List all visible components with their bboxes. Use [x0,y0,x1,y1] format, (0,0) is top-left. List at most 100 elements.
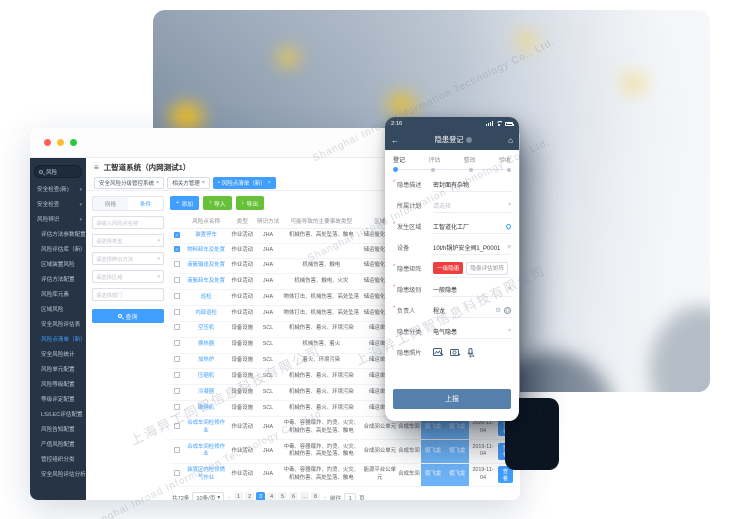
add-button[interactable]: + 添加 [170,196,199,210]
risk-name-link[interactable]: 冷凝器 [183,384,229,402]
close-icon[interactable]: × [267,180,271,186]
hazard-level-button[interactable]: 一级隐患 [433,262,464,274]
back-icon[interactable]: ← [391,135,399,145]
risk-name-link[interactable]: 换热器 [183,337,229,354]
sidebar-item[interactable]: 评估方法参数配置 [30,228,86,243]
sidebar-item[interactable]: 风险评估库（新） [30,243,86,258]
step-label[interactable]: 验收 [498,158,511,164]
search-button[interactable]: 查询 [92,309,164,323]
field-value[interactable] [433,346,511,360]
goto-page-input[interactable]: 1 [344,492,357,500]
field-value[interactable]: 一般隐患 ▾ [433,283,511,297]
risk-name-link[interactable]: 巡检 [183,289,229,307]
maximize-window-dot[interactable] [70,139,77,146]
risk-name-link[interactable]: 空压机 [183,321,229,338]
menu-icon[interactable]: ≡ [94,162,99,172]
page-number[interactable]: 2 [245,492,255,500]
row-checkbox[interactable] [173,308,180,315]
sidebar-item[interactable]: 等级评定配置 [30,393,86,408]
sidebar-item[interactable]: 管控组织分类 [30,453,86,468]
camera-icon[interactable] [450,348,461,357]
step-label[interactable]: 评估 [428,158,441,164]
tab-item[interactable]: 安全风险分级管控系统 × [94,177,165,189]
row-checkbox[interactable] [173,469,180,476]
row-checkbox[interactable] [173,292,180,299]
row-checkbox[interactable] [173,371,180,378]
home-icon[interactable]: ⌂ [508,135,513,145]
close-icon[interactable]: × [156,180,160,186]
sidebar-item[interactable]: 风险等级配置 [30,378,86,393]
row-checkbox[interactable] [173,387,180,394]
row-checkbox[interactable] [173,340,180,347]
risk-name-link[interactable]: 加热炉 [183,353,229,370]
page-number[interactable]: ... [300,492,310,500]
sidebar-item[interactable]: 安全风险评估分析 [30,468,86,483]
filter-input[interactable]: 请选择部门 [92,288,164,301]
add-image-icon[interactable] [433,348,444,357]
minimize-window-dot[interactable] [57,139,64,146]
page-number[interactable]: 4 [267,492,277,500]
row-checkbox[interactable]: ✓ [173,246,180,254]
filter-tab[interactable]: 网格 [93,197,128,210]
step-label[interactable]: 整改 [463,158,476,164]
field-value[interactable]: 一级隐患 隐患评估矩阵 [433,260,511,278]
device-list-icon[interactable]: ≡ [507,243,511,251]
sidebar-item[interactable]: 安全检查 ▾ [30,198,86,213]
import-button[interactable]: ↑ 导入 [203,196,232,210]
page-number[interactable]: 8 [311,492,321,500]
close-window-dot[interactable] [44,139,51,146]
risk-name-link[interactable]: 装置停车 [183,228,229,244]
next-page-button[interactable]: › [324,494,326,500]
row-checkbox[interactable] [173,446,180,453]
filter-select[interactable]: 请选择区域 ▾ [92,270,164,283]
field-value[interactable]: 工智道化工厂 [433,220,513,234]
risk-name-link[interactable]: 装置区内检修燃气作业 [183,463,229,487]
risk-name-link[interactable]: 物料卸车及处置 [183,243,229,259]
filter-input[interactable]: 请输入风险点名称 [92,216,164,229]
matrix-eval-button[interactable]: 隐患评估矩阵 [466,261,508,275]
field-value[interactable]: 请选择 ▾ [433,199,511,213]
sidebar-item[interactable]: 风险单元配置 [30,363,86,378]
filter-select[interactable]: 请选择类型 ▾ [92,234,164,247]
sidebar-item[interactable]: 安全风险统计 [30,348,86,363]
submit-button[interactable]: 上报 [393,389,511,409]
tab-item[interactable]: 相关方管理 × [167,177,210,189]
risk-name-link[interactable]: 合成车间检修作业 [183,439,229,464]
row-checkbox[interactable] [173,261,180,268]
risk-name-link[interactable]: 液氨输送及处置 [183,258,229,275]
row-checkbox[interactable] [173,423,180,430]
sidebar-item[interactable]: 安全风险评估表 [30,318,86,333]
sidebar-item[interactable]: 风险告知配置 [30,423,86,438]
location-pin-icon[interactable] [504,222,513,230]
sidebar-item[interactable]: 区域装置风险 [30,258,86,273]
field-value[interactable]: 电气隐患 ▾ [433,325,511,339]
sidebar-item[interactable]: 区域风险 [30,303,86,318]
close-icon[interactable]: × [201,180,205,186]
microphone-icon[interactable] [467,347,475,358]
tab-item[interactable]: • 风险点清单（新） × [212,177,276,189]
sidebar-item[interactable]: 风险辨识 ▾ [30,213,86,228]
page-size-select[interactable]: 10条/页 ▾ [192,491,225,500]
row-checkbox[interactable] [173,356,180,363]
row-checkbox[interactable] [173,324,180,331]
risk-name-link[interactable]: 压缩机 [183,368,229,386]
filter-select[interactable]: 请选择辨识方法 ▾ [92,252,164,265]
risk-name-link[interactable]: 液氨卸车及处置 [183,273,229,291]
export-button[interactable]: ↓ 导出 [235,196,265,210]
page-number[interactable]: 3 [256,492,266,500]
field-value[interactable]: 10t/h锅炉安全阀1_P0001 ≡ [433,241,511,255]
prev-page-button[interactable]: ‹ [228,494,231,500]
row-checkbox[interactable] [173,403,180,410]
sidebar-item[interactable]: 产值风险配置 [30,438,86,453]
sidebar-item[interactable]: 风险库元素 [30,288,86,303]
sidebar-search-input[interactable]: 风险 [34,165,82,178]
page-number[interactable]: 6 [289,492,299,500]
row-checkbox[interactable]: ✓ [173,231,180,239]
row-checkbox[interactable] [173,276,180,283]
sidebar-item[interactable]: 评估方法配置 [30,273,86,288]
view-button[interactable]: 查看 [497,466,513,484]
risk-name-link[interactable]: 破碎机 [183,400,229,417]
field-value[interactable]: 程龙 ⚙ @ [433,304,511,318]
step-label[interactable]: 登记 [393,158,406,164]
sidebar-item[interactable]: LS/LEC评估配置 [30,408,86,423]
